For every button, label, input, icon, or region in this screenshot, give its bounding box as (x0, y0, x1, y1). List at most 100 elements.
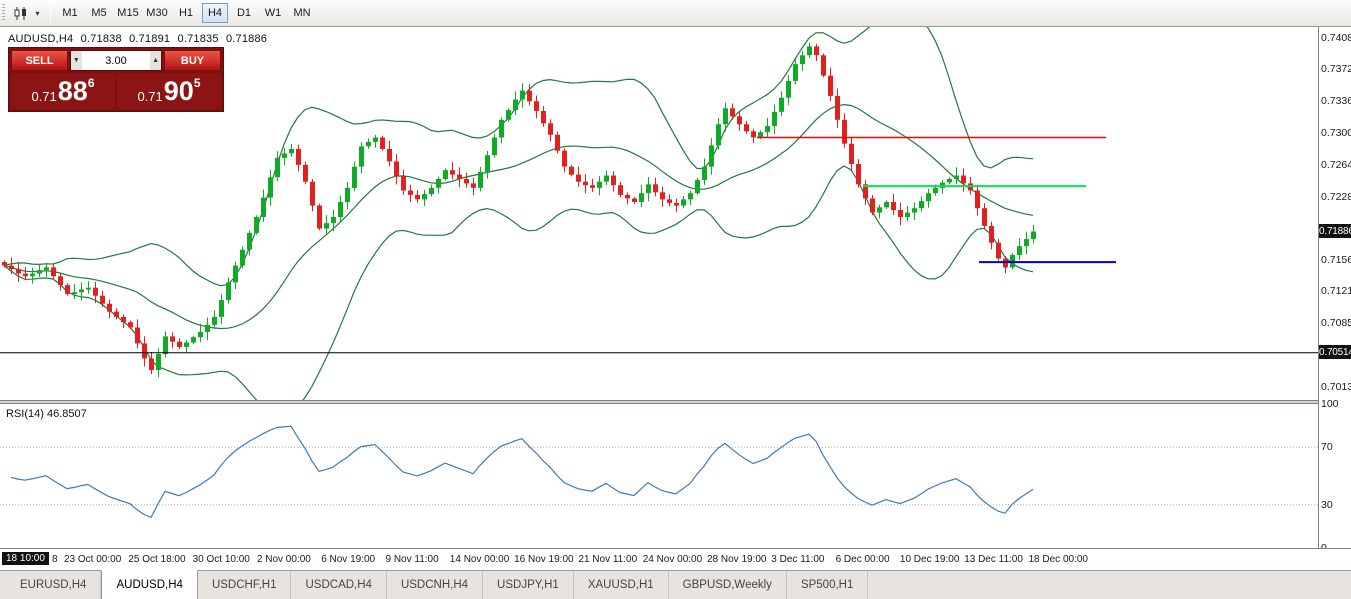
candle-body (905, 212, 910, 217)
timeframe-button-w1[interactable]: W1 (260, 3, 286, 23)
time-axis-label: 21 Nov 11:00 (578, 554, 638, 565)
candle-body (975, 190, 980, 209)
candle-body (688, 193, 693, 200)
time-axis-label: 25 Oct 18:00 (128, 554, 186, 565)
price-axis-tick: 0.7121 (1321, 285, 1351, 298)
chart-type-candlestick-icon[interactable] (9, 3, 31, 24)
candle-body (527, 90, 532, 102)
candle-body (30, 273, 35, 277)
candle-body (2, 262, 7, 266)
sell-button[interactable]: SELL (11, 50, 68, 71)
candle-body (513, 99, 518, 111)
candle-body (359, 146, 364, 167)
price-axis-tick: 0.7372 (1321, 63, 1351, 76)
timeframe-button-m5[interactable]: M5 (86, 3, 112, 23)
candle-body (709, 145, 714, 167)
price-axis-tick: 0.7264 (1321, 158, 1351, 171)
candlestick-icon (14, 6, 26, 20)
candle-body (506, 110, 511, 120)
tab-usdcnh-h4[interactable]: USDCNH,H4 (387, 571, 484, 599)
candle-body (772, 111, 777, 126)
candle-body (856, 164, 861, 185)
timeframe-button-h1[interactable]: H1 (173, 3, 199, 23)
volume-increase-button[interactable]: ▲ (150, 51, 161, 70)
time-axis[interactable]: 18 10:00 8 23 Oct 00:00 25 Oct 18:00 30 Oc… (0, 548, 1351, 570)
time-axis-label: 30 Oct 10:00 (192, 554, 250, 565)
candle-body (702, 166, 707, 180)
time-axis-label: 6 Dec 00:00 (835, 554, 890, 565)
candle-body (653, 184, 658, 193)
candle-body (996, 242, 1001, 259)
candle-body (1031, 231, 1036, 240)
bollinger-lower (3, 165, 1034, 400)
candle-body (380, 137, 385, 149)
timeframe-button-h4[interactable]: H4 (202, 3, 228, 23)
panel-divider[interactable] (0, 400, 1351, 404)
candle-body (534, 101, 539, 111)
timeframe-button-d1[interactable]: D1 (231, 3, 257, 23)
toolbar-drag-handle[interactable] (2, 4, 5, 22)
ohlc-open: 0.71838 (80, 33, 122, 45)
tab-usdchf-h1[interactable]: USDCHF,H1 (198, 571, 292, 599)
timeframe-button-m30[interactable]: M30 (144, 3, 170, 23)
candle-body (436, 179, 441, 188)
candle-body (177, 341, 182, 347)
candle-body (555, 134, 560, 151)
candle-body (667, 199, 672, 203)
tab-eurusd-h4[interactable]: EURUSD,H4 (6, 571, 102, 599)
timeframe-button-mn[interactable]: MN (289, 3, 315, 23)
candle-body (821, 55, 826, 76)
candle-body (898, 210, 903, 218)
sell-price-pips: 88 (57, 76, 88, 106)
tab-usdjpy-h1[interactable]: USDJPY,H1 (483, 571, 574, 599)
volume-decrease-button[interactable]: ▼ (71, 51, 82, 70)
rsi-axis-tick: 30 (1321, 498, 1333, 511)
chart-type-dropdown-icon[interactable]: ▾ (31, 3, 44, 24)
candle-body (660, 192, 665, 200)
candle-body (674, 202, 679, 206)
candle-body (583, 181, 588, 186)
price-axis-tick: 0.7408 (1321, 31, 1351, 44)
candle-body (646, 184, 651, 194)
tab-audusd-h4[interactable]: AUDUSD,H4 (101, 570, 198, 599)
price-axis[interactable]: 0.71886 0.70514 0.7408 0.7372 0.7336 0.7300… (1318, 27, 1351, 554)
candle-body (681, 199, 686, 206)
candle-body (121, 316, 126, 323)
candle-body (737, 116, 742, 125)
candle-body (198, 331, 203, 338)
tab-xauusd-h1[interactable]: XAUUSD,H1 (574, 571, 669, 599)
candle-body (793, 64, 798, 81)
candle-body (597, 181, 602, 188)
price-axis-tick: 0.7300 (1321, 127, 1351, 140)
timeframe-button-m1[interactable]: M1 (57, 3, 83, 23)
rsi-indicator-label: RSI(14) 46.8507 (6, 408, 87, 420)
candle-body (954, 175, 959, 179)
candle-body (1024, 239, 1029, 247)
buy-button[interactable]: BUY (164, 50, 221, 71)
chart-tabbar: EURUSD,H4 AUDUSD,H4 USDCHF,H1 USDCAD,H4 USDC… (0, 570, 1351, 599)
candle-body (842, 119, 847, 144)
candle-body (79, 289, 84, 293)
candle-body (296, 149, 301, 165)
price-axis-tick: 0.7013 (1321, 380, 1351, 393)
candle-body (44, 267, 49, 271)
tab-usdcad-h4[interactable]: USDCAD,H4 (291, 571, 387, 599)
candle-body (282, 153, 287, 158)
rsi-indicator-canvas[interactable] (0, 404, 1318, 548)
sell-price-display[interactable]: 0.71 88 6 (11, 73, 115, 109)
buy-price-display[interactable]: 0.71 90 5 (117, 73, 221, 109)
candle-body (23, 273, 28, 277)
tab-sp500-h1[interactable]: SP500,H1 (787, 571, 869, 599)
buy-price-prefix: 0.71 (137, 89, 163, 104)
volume-input[interactable] (81, 51, 151, 70)
candle-body (548, 123, 553, 135)
price-chart-canvas[interactable] (0, 27, 1318, 400)
time-axis-label: 16 Nov 19:00 (514, 554, 574, 565)
candle-body (268, 177, 273, 198)
candle-body (72, 292, 77, 294)
timeframe-button-m15[interactable]: M15 (115, 3, 141, 23)
tab-gbpusd-weekly[interactable]: GBPUSD,Weekly (669, 571, 787, 599)
rsi-axis-tick: 100 (1321, 398, 1339, 410)
candle-body (828, 75, 833, 96)
candle-body (429, 187, 434, 195)
